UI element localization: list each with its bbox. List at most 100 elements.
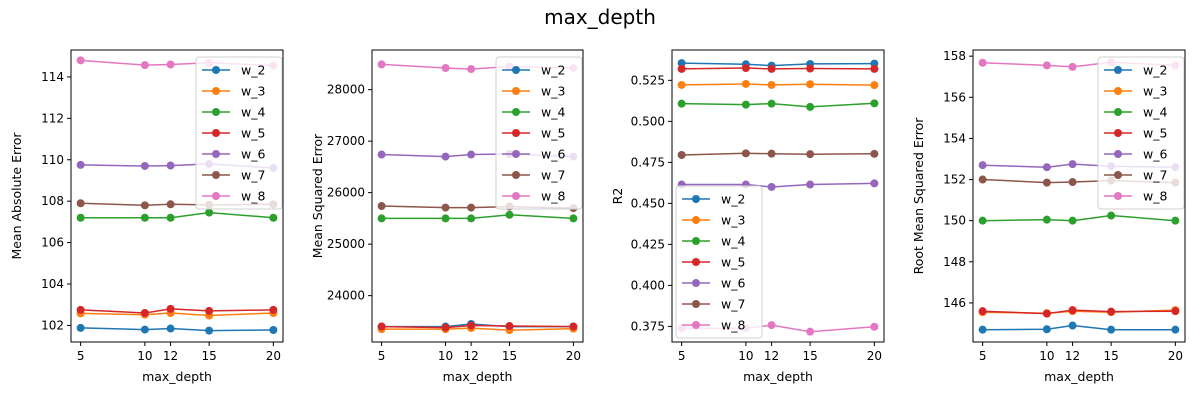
y-tick-label: 146 — [943, 296, 966, 310]
legend-swatch-marker — [212, 171, 220, 179]
series-w_4 — [978, 211, 1180, 225]
legend-swatch-marker — [1114, 87, 1122, 95]
series-line — [80, 308, 274, 314]
data-point — [467, 203, 476, 212]
data-point — [441, 152, 450, 161]
x-tick-label: 5 — [979, 349, 987, 363]
series-w_4 — [677, 99, 879, 111]
x-tick-label: 20 — [266, 349, 281, 363]
series-w_6 — [677, 179, 879, 191]
legend-entry-w_5: w_5 — [1104, 126, 1167, 141]
data-point — [1042, 309, 1051, 318]
legend-label: w_6 — [241, 147, 265, 162]
series-line — [80, 327, 274, 332]
chart-panel-2: 5 10 12 15 20 24000 25000 26000 27000 28000 max_de… — [310, 49, 584, 384]
data-point — [978, 325, 987, 334]
y-tick-label: 158 — [943, 49, 966, 63]
data-point — [741, 79, 750, 88]
y-tick-label: 25000 — [327, 237, 365, 251]
data-point — [978, 58, 987, 67]
legend-swatch-marker — [512, 192, 520, 200]
legend-entry-w_5: w_5 — [502, 126, 565, 141]
data-point — [505, 322, 514, 331]
data-point — [76, 305, 85, 314]
legend-label: w_3 — [1143, 84, 1167, 99]
data-point — [806, 102, 815, 111]
series-line — [681, 67, 875, 70]
data-point — [205, 208, 214, 217]
series-line — [681, 83, 875, 86]
data-point — [467, 321, 476, 330]
legend-swatch-marker — [212, 87, 220, 95]
data-point — [467, 150, 476, 159]
legend-swatch-marker — [212, 66, 220, 74]
legend-entry-w_8: w_8 — [502, 189, 565, 204]
data-point — [767, 321, 776, 330]
data-point — [806, 327, 815, 336]
y-tick-label: 104 — [41, 277, 64, 291]
legend-entry-w_4: w_4 — [202, 105, 265, 120]
data-point — [205, 326, 214, 335]
y-tick-label: 0.450 — [631, 196, 665, 210]
legend-entry-w_8: w_8 — [1104, 189, 1167, 204]
x-axis-label: max_depth — [443, 369, 513, 384]
series-w_2 — [978, 321, 1180, 334]
series-line — [681, 152, 875, 156]
data-point — [140, 161, 149, 170]
x-tick-label: 10 — [438, 349, 453, 363]
series-line — [381, 327, 574, 331]
legend-swatch-marker — [212, 150, 220, 158]
data-point — [1042, 163, 1051, 172]
data-point — [870, 81, 879, 90]
x-tick-label: 5 — [77, 349, 85, 363]
legend-swatch-marker — [1114, 192, 1122, 200]
series-line — [381, 214, 574, 220]
chart-panel-3: 5 10 12 15 20 0.375 0.400 0.425 0.450 0.475 0.500 0… — [610, 49, 885, 384]
data-point — [677, 64, 686, 73]
data-point — [76, 323, 85, 332]
legend-entry-w_2: w_2 — [682, 192, 745, 207]
legend-label: w_5 — [721, 255, 745, 270]
legend-box — [1097, 56, 1185, 210]
legend-entry-w_8: w_8 — [202, 189, 265, 204]
legend-label: w_7 — [1143, 168, 1167, 183]
legend-label: w_3 — [541, 84, 565, 99]
data-point — [767, 80, 776, 89]
legend-entry-w_7: w_7 — [202, 168, 265, 183]
data-point — [140, 201, 149, 210]
legend-swatch-marker — [212, 129, 220, 137]
legend-swatch-marker — [1114, 66, 1122, 74]
legend-label: w_8 — [241, 189, 265, 204]
legend-swatch-marker — [1114, 150, 1122, 158]
legend-box — [195, 56, 283, 210]
legend-swatch-marker — [212, 192, 220, 200]
legend-entry-w_7: w_7 — [502, 168, 565, 183]
y-tick-label: 26000 — [327, 186, 365, 200]
x-tick-label: 15 — [1103, 349, 1118, 363]
data-point — [441, 214, 450, 223]
axes-frame — [972, 49, 1186, 343]
legend-label: w_2 — [541, 63, 565, 78]
x-axis-label: max_depth — [743, 369, 813, 384]
y-tick-label: 0.525 — [631, 73, 665, 87]
legend: w_2 w_3 w_4 w_5 w_6 w_7 w_8 — [1097, 56, 1185, 210]
legend-swatch-marker — [512, 87, 520, 95]
data-point — [741, 100, 750, 109]
legend-entry-w_4: w_4 — [682, 234, 745, 249]
legend-swatch-marker — [692, 237, 700, 245]
y-tick-label: 106 — [41, 236, 64, 250]
data-point — [441, 203, 450, 212]
series-w_4 — [76, 208, 278, 222]
series-line — [982, 214, 1176, 222]
axes-frame — [671, 49, 885, 343]
x-tick-label: 15 — [802, 349, 817, 363]
data-point — [269, 325, 278, 334]
legend-box — [675, 185, 763, 339]
legend-label: w_5 — [241, 126, 265, 141]
y-tick-label: 148 — [943, 255, 966, 269]
data-point — [569, 214, 578, 223]
legend-swatch-marker — [692, 300, 700, 308]
legend-label: w_6 — [541, 147, 565, 162]
x-tick-label: 15 — [201, 349, 216, 363]
data-point — [166, 161, 175, 170]
